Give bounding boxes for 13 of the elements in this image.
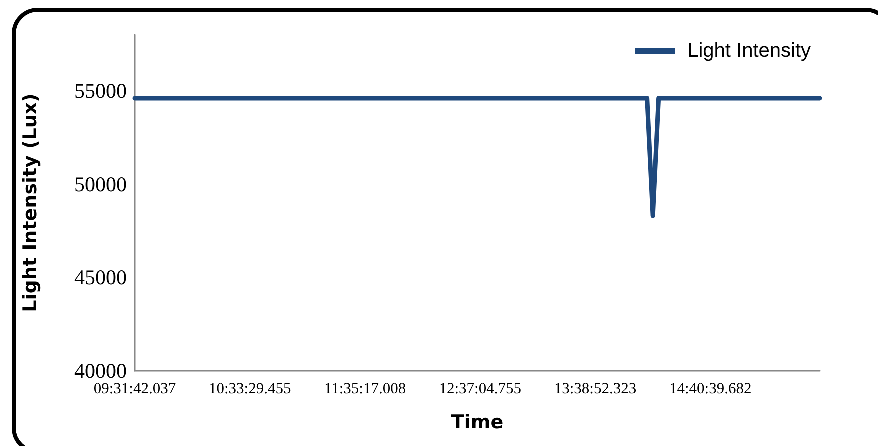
x-axis-title: Time xyxy=(451,412,504,434)
y-tick-label: 55000 xyxy=(74,79,127,103)
x-tick-label: 10:33:29.455 xyxy=(209,380,292,398)
y-tick-label: 40000 xyxy=(74,359,127,383)
y-axis-title: Light Intensity (Lux) xyxy=(20,94,42,312)
y-tick-label: 45000 xyxy=(74,266,127,290)
x-tick-label: 14:40:39.682 xyxy=(670,380,752,398)
x-tick-label: 13:38:52.323 xyxy=(554,380,637,398)
x-tick-label: 12:37:04.755 xyxy=(439,380,522,398)
x-tick-label: 09:31:42.037 xyxy=(94,380,176,398)
y-tick-label: 50000 xyxy=(74,172,127,196)
x-tick-label: 11:35:17.008 xyxy=(324,380,406,398)
legend-label: Light Intensity xyxy=(688,40,812,62)
